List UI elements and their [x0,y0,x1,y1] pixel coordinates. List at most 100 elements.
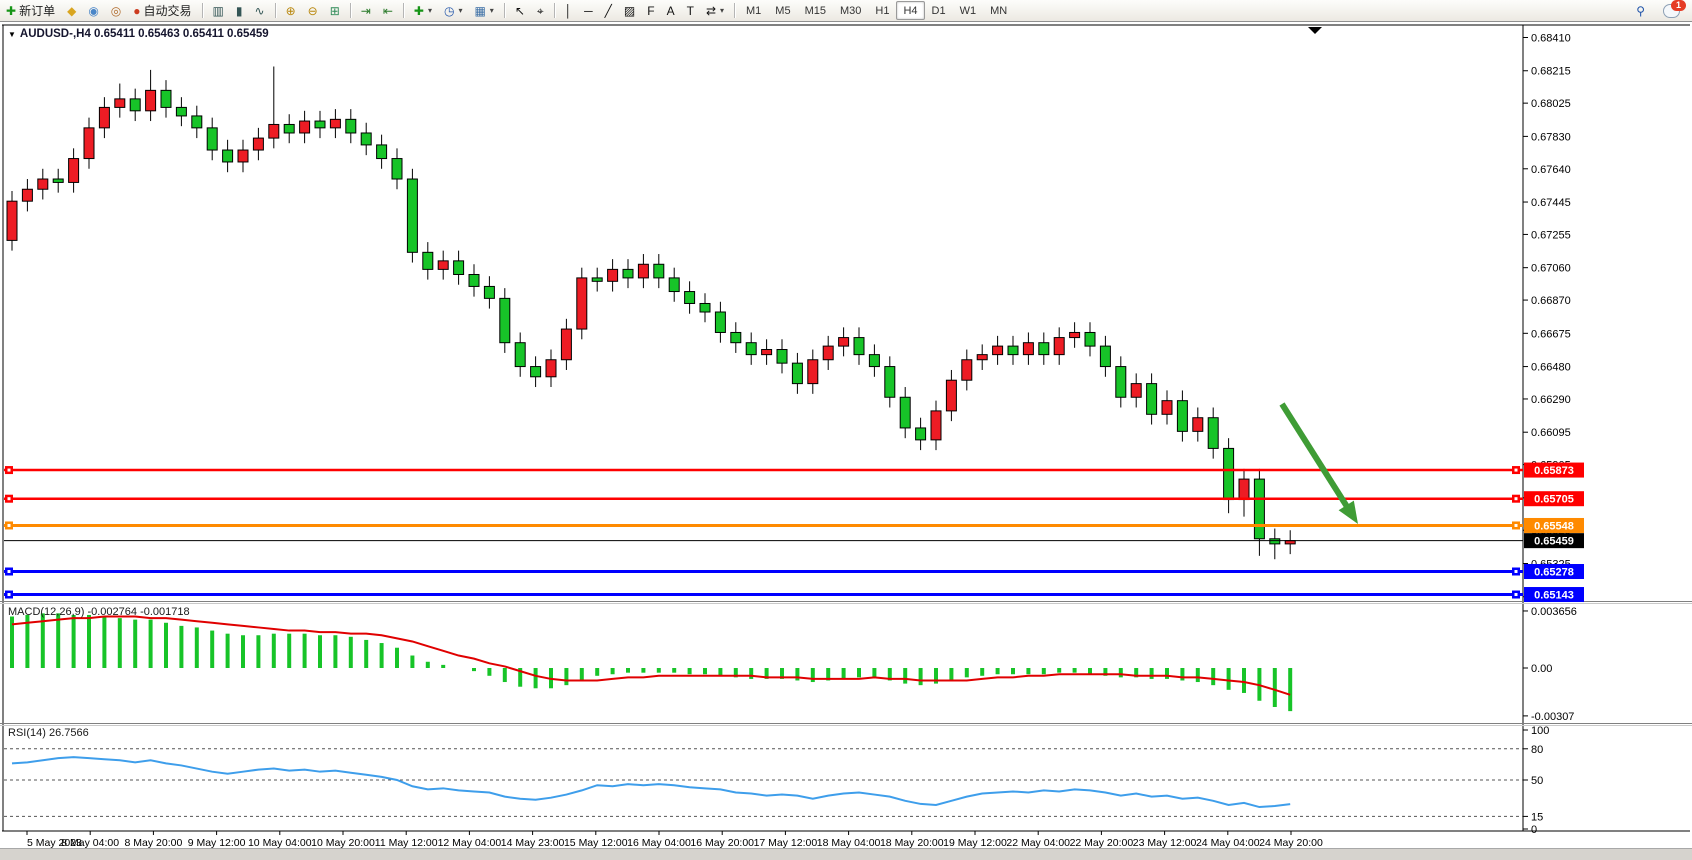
timeframe-button-M30[interactable]: M30 [839,4,862,17]
candle-body [930,410,942,441]
zoom-in-button[interactable]: ⊕ [280,0,302,21]
zoom-out-button[interactable]: ⊖ [302,0,324,21]
chart-shift-button[interactable]: ⇤ [377,0,399,21]
chart-window-icon-icon: ◆ [67,3,77,18]
candle-body [714,311,726,333]
signals-icon[interactable]: ◎ [105,0,127,21]
chart-window-icon[interactable]: ◆ [61,0,82,21]
candle-body [283,123,295,134]
horizontal-line-button[interactable]: ─ [578,0,599,21]
candle-body [1253,478,1265,540]
price-line-label-bg [1524,491,1584,507]
chart-shift-triangle-icon[interactable] [1308,27,1322,34]
time-tick-label: 14 May 23:00 [501,837,565,849]
autotrading-button[interactable]: ● 自动交易 [127,0,197,21]
candle-body [560,328,572,361]
candle-body [1207,417,1219,449]
text-label-button[interactable]: T [681,0,700,21]
line-handle-dot [1514,523,1518,527]
timeframe-button-H4[interactable]: H4 [896,1,925,20]
candle-body [222,149,234,163]
macd-signal-line [11,615,1291,696]
candle-body [21,188,33,202]
timeframe-button-M15[interactable]: M15 [804,4,826,17]
timeframe-button-M5[interactable]: M5 [775,4,791,17]
time-tick-label: 5 May 2023 [27,837,82,849]
chart-window[interactable]: ▼ AUDUSD-,H4 0.65411 0.65463 0.65411 0.65… [0,21,1692,860]
price-tick-label: 0.66095 [1531,427,1571,439]
price-line-label: 0.65705 [1534,494,1574,506]
timeframe-button-MN[interactable]: MN [990,4,1008,17]
candle-body [145,89,157,112]
candle-body [68,158,80,183]
signals-icon-icon: ◎ [110,3,122,18]
bar-chart-icon: ▥ [212,3,224,18]
macd-indicator-label: MACD(12,26,9) -0.002764 -0.001718 [8,606,190,618]
templates-button[interactable]: ▦ ▾ [468,0,499,21]
bar-chart-button[interactable]: ▥ [207,0,230,21]
candle-body [1115,366,1127,398]
rsi-indicator-label: RSI(14) 26.7566 [8,727,89,739]
tile-windows-button[interactable]: ⊞ [324,0,346,21]
timeframe-button-H1[interactable]: H1 [875,4,890,17]
candle-body [206,127,218,151]
timeframe-button-W1[interactable]: W1 [959,4,977,17]
cursor-button[interactable]: ↖ [509,0,531,21]
candle-body [622,268,634,279]
time-tick-label: 11 May 12:00 [375,837,438,849]
candle-body [1084,331,1096,347]
auto-scroll-button[interactable]: ⇥ [355,0,377,21]
search-button[interactable]: ⚲ [1630,0,1651,21]
toolbar-separator [274,3,276,18]
candle-body [483,285,495,299]
time-tick-label: 16 May 04:00 [627,837,691,849]
annotation-arrow-shaft[interactable] [1279,402,1352,513]
crosshair-button[interactable]: ⌖ [531,0,550,21]
candle-body [191,115,203,129]
time-tick-label: 22 May 04:00 [1006,837,1070,849]
indicators-button[interactable]: ✚ ▾ [408,0,438,21]
new-order-button[interactable]: ✚ 新订单 [0,0,61,21]
chat-button[interactable]: 1 [1657,0,1686,21]
candle-body [114,98,126,108]
text-button[interactable]: A [661,0,681,21]
candlestick-chart-button[interactable]: ▮ [230,0,249,21]
candle-body [252,137,264,151]
arrows-button[interactable]: ⇄ ▾ [700,0,730,21]
time-tick-label: 10 May 04:00 [248,837,312,849]
price-line-label-bg [1524,587,1584,603]
timeframe-button-D1[interactable]: D1 [931,4,946,17]
candle-body [530,366,542,378]
fibonacci-button[interactable]: F [641,0,660,21]
time-tick-label: 9 May 12:00 [188,837,246,849]
vertical-line-button[interactable]: │ [559,0,579,21]
chart-canvas[interactable]: 0.68410 0.68215 0.68025 0.67830 0.67640 0.674… [0,21,1692,859]
timeframe-button-M1[interactable]: M1 [746,4,762,17]
price-tick-label: 0.67640 [1531,164,1571,176]
line-handle-dot [7,570,11,574]
candle-body [6,200,18,241]
price-tick-label: 0.68215 [1531,66,1571,78]
cursor-icon: ↖ [514,3,525,18]
price-tick-label: 0.67830 [1531,131,1571,143]
price-line-label-bg [1524,564,1584,580]
candle-body [1038,342,1050,356]
candle-body [1238,478,1250,501]
candle-body [391,158,403,180]
trendline-button[interactable]: ╱ [599,0,618,21]
price-tick-label: 0.68025 [1531,98,1571,110]
candle-body [992,345,1004,356]
collapse-triangle-icon[interactable]: ▼ [8,30,16,39]
periods-button[interactable]: ◷ ▾ [438,0,469,21]
equidistant-channel-button[interactable]: ▨ [618,0,641,21]
rsi-line [11,756,1291,809]
annotation-arrow-head[interactable] [1338,500,1358,524]
line-chart-button[interactable]: ∿ [249,0,271,21]
market-watch-icon[interactable]: ◉ [82,0,104,21]
toolbar-separator [734,3,736,18]
toolbar-right-group: ⚲ 1 [1630,0,1692,21]
candle-body [268,123,280,139]
price-tick-label: 0.66290 [1531,394,1571,406]
rsi-axis-label: 15 [1531,811,1543,823]
candle-body [1130,383,1142,398]
